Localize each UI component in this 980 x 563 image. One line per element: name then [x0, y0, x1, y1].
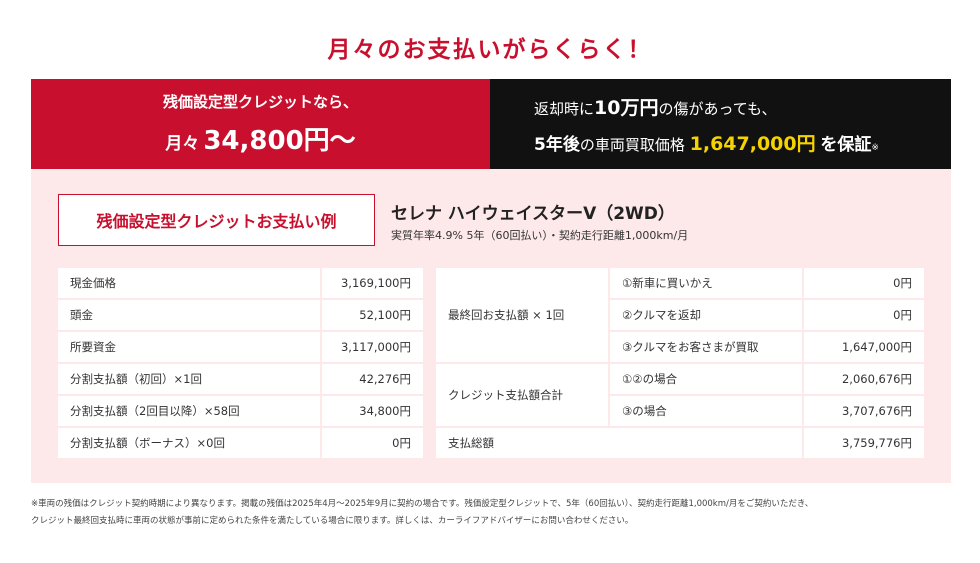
plan-label-box: 残価設定型クレジットお支払い例 [58, 194, 375, 246]
right-line2-post: を保証 [820, 134, 872, 155]
right-line1-pre: 返却時に [534, 99, 595, 118]
table-row-label: 分割支払額（ボーナス）×0回 [58, 428, 320, 458]
footnote-line2: クレジット最終回支払時に車両の状態が事前に定められた条件を満たしている場合に限り… [31, 516, 634, 526]
banner-guarantee: 返却時に10万円の傷があっても、 5年後の車両買取価格 1,647,000円 を… [490, 79, 951, 169]
table-row-value: 3,117,000円 [322, 332, 423, 362]
option-label: ③クルマをお客さまが買取 [610, 332, 802, 362]
table-row-label: 頭金 [58, 300, 320, 330]
total-payment-label: 支払総額 [436, 428, 802, 458]
table-row-label: 現金価格 [58, 268, 320, 298]
contract-conditions: 実質年率4.9% 5年（60回払い）・契約走行距離1,000km/月 [391, 229, 689, 242]
monthly-prefix: 月々 [165, 134, 200, 154]
table-row-value: 0円 [322, 428, 423, 458]
option-value: 3,707,676円 [804, 396, 924, 426]
promo-banner: 残価設定型クレジットなら、 月々 34,800円～ 返却時に10万円の傷があっても… [31, 79, 951, 169]
car-name: セレナ ハイウェイスターV（2WD） [391, 204, 675, 224]
option-label: ①②の場合 [610, 364, 802, 394]
final-payment-label: 最終回お支払額 × 1回 [436, 268, 608, 362]
table-row-value: 52,100円 [322, 300, 423, 330]
option-value: 0円 [804, 268, 924, 298]
table-row-value: 3,169,100円 [322, 268, 423, 298]
right-line2-note: ※ [871, 142, 879, 153]
option-value: 0円 [804, 300, 924, 330]
credit-total-label: クレジット支払額合計 [436, 364, 608, 426]
right-line1-em: 10万円 [594, 96, 659, 119]
option-value: 1,647,000円 [804, 332, 924, 362]
table-row-label: 分割支払額（初回）×1回 [58, 364, 320, 394]
option-label: ①新車に買いかえ [610, 268, 802, 298]
page-heading: 月々のお支払いがらくらく！ [327, 37, 653, 63]
option-value: 2,060,676円 [804, 364, 924, 394]
footnote: ※車両の残価はクレジット契約時期により異なります。掲載の残価は2025年4月～2… [31, 496, 961, 530]
table-row-label: 分割支払額（2回目以降）×58回 [58, 396, 320, 426]
banner-left-line1: 残価設定型クレジットなら、 [162, 93, 358, 111]
right-line1-post: の傷があっても、 [658, 99, 777, 118]
right-line2-mid: の車両買取価格 [579, 135, 685, 154]
payment-example-panel: 残価設定型クレジットお支払い例 セレナ ハイウェイスターV（2WD） 実質年率4… [31, 169, 951, 483]
guaranteed-price: 1,647,000円 [689, 132, 816, 155]
monthly-amount: 34,800円～ [203, 126, 356, 156]
banner-right-line1: 返却時に10万円の傷があっても、 [534, 93, 951, 120]
table-row-label: 所要資金 [58, 332, 320, 362]
option-label: ③の場合 [610, 396, 802, 426]
banner-left-line2: 月々 34,800円～ [165, 120, 355, 157]
banner-right-line2: 5年後の車両買取価格 1,647,000円 を保証※ [534, 129, 951, 156]
option-label: ②クルマを返却 [610, 300, 802, 330]
footnote-line1: ※車両の残価はクレジット契約時期により異なります。掲載の残価は2025年4月～2… [31, 499, 814, 509]
table-row-value: 34,800円 [322, 396, 423, 426]
banner-monthly-payment: 残価設定型クレジットなら、 月々 34,800円～ [31, 79, 490, 169]
table-row-value: 42,276円 [322, 364, 423, 394]
right-line2-em: 5年後 [534, 134, 580, 155]
total-payment-value: 3,759,776円 [804, 428, 924, 458]
